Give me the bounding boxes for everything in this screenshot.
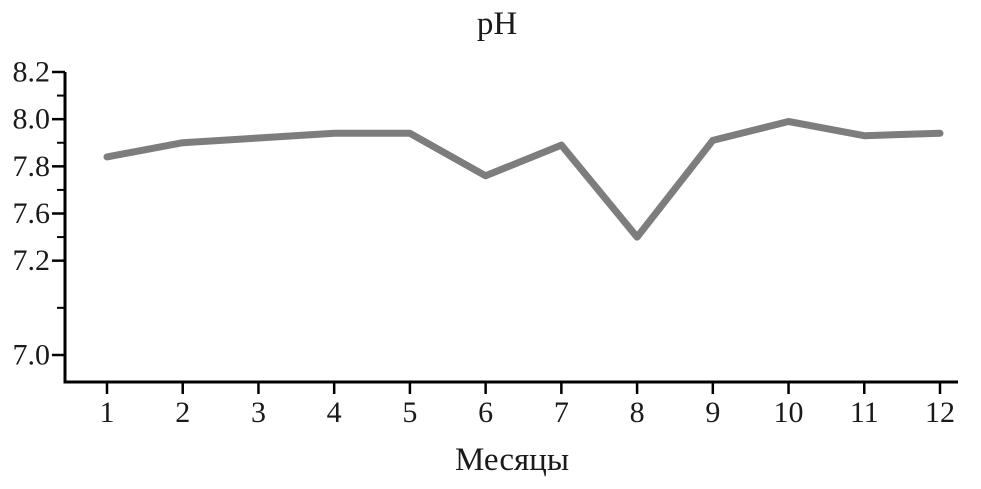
y-axis: 8.2 8.0 7.8 7.6 7.2 7.0 (13, 56, 65, 372)
y-tick-label: 8.2 (13, 56, 51, 89)
x-tick-label: 9 (705, 396, 720, 429)
x-tick-label: 8 (630, 396, 645, 429)
y-tick-label: 7.8 (13, 150, 51, 183)
axis-lines (63, 72, 958, 384)
x-tick-label: 12 (925, 396, 955, 429)
y-tick-label: 8.0 (13, 103, 51, 136)
x-tick-label: 11 (850, 396, 879, 429)
x-axis-label: Месяцы (455, 442, 569, 478)
x-tick-label: 10 (774, 396, 804, 429)
y-tick-label: 7.6 (13, 197, 51, 230)
x-tick-label: 1 (100, 396, 115, 429)
x-tick-label: 7 (554, 396, 569, 429)
y-tick-label: 7.2 (13, 244, 51, 277)
x-tick-label: 5 (402, 396, 417, 429)
y-tick-label: 7.0 (13, 339, 51, 372)
x-axis: 1 2 3 4 5 6 7 8 9 10 11 12 (100, 382, 955, 429)
data-line (103, 118, 944, 241)
chart-title: pH (477, 6, 517, 42)
x-tick-label: 2 (175, 396, 190, 429)
x-tick-label: 4 (327, 396, 342, 429)
x-tick-label: 6 (478, 396, 493, 429)
x-tick-label: 3 (251, 396, 266, 429)
